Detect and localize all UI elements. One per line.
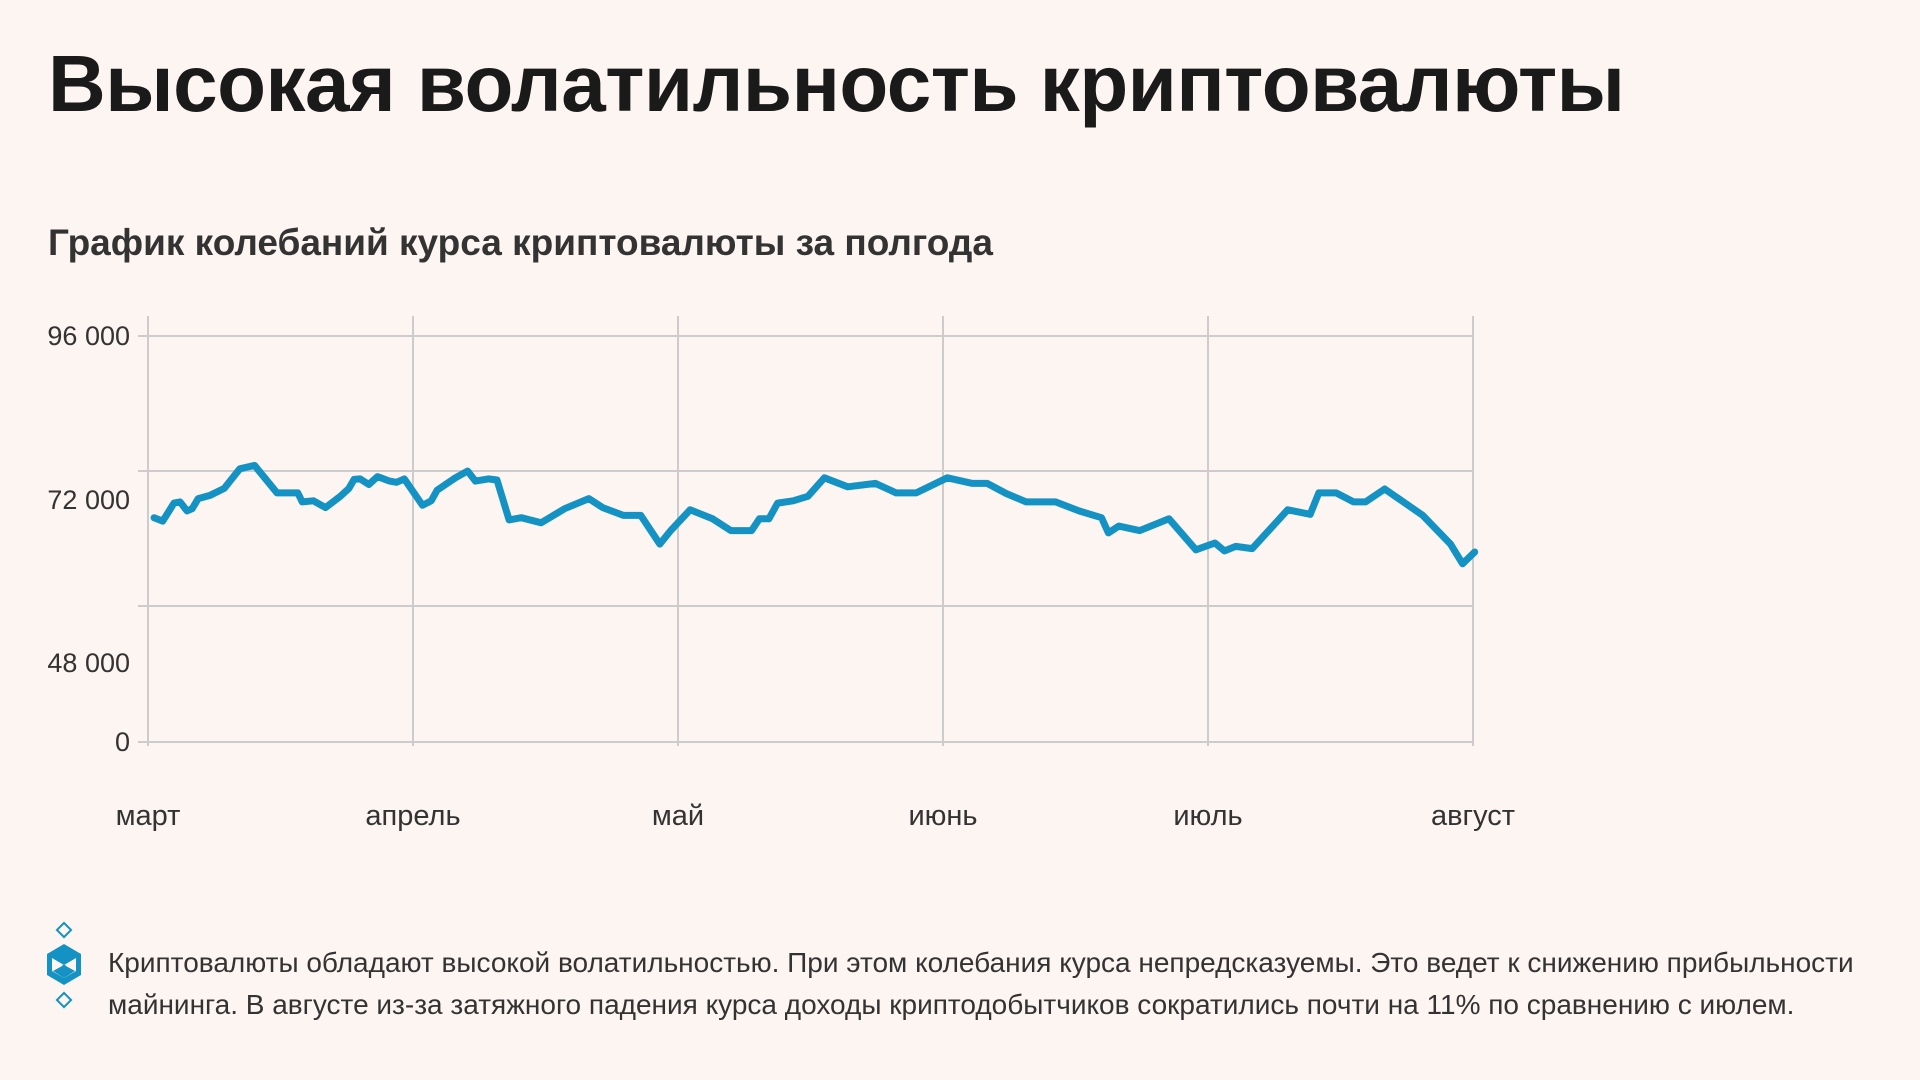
x-tick-label: июль	[1173, 800, 1242, 832]
chart-title: График колебаний курса криптовалюты за п…	[48, 222, 993, 263]
cube-icon	[44, 920, 86, 1015]
x-tick-label: май	[652, 800, 704, 832]
y-tick-label: 0	[115, 727, 130, 757]
x-tick-label: август	[1431, 800, 1515, 832]
x-tick-label: апрель	[365, 800, 460, 832]
page-title: Высокая волатильность криптовалюты	[48, 39, 1625, 128]
y-tick-label: 72 000	[47, 485, 130, 515]
line-chart: 96 000 72 000 48 000 0 март апрель май июнь июл…	[47, 316, 1515, 832]
y-tick-label: 96 000	[47, 321, 130, 351]
y-tick-label: 48 000	[47, 648, 130, 678]
x-tick-label: март	[116, 800, 181, 832]
series-line	[150, 461, 1479, 568]
x-tick-label: июнь	[908, 800, 977, 832]
description-text: Криптовалюты обладают высокой волатильно…	[108, 947, 1854, 1020]
